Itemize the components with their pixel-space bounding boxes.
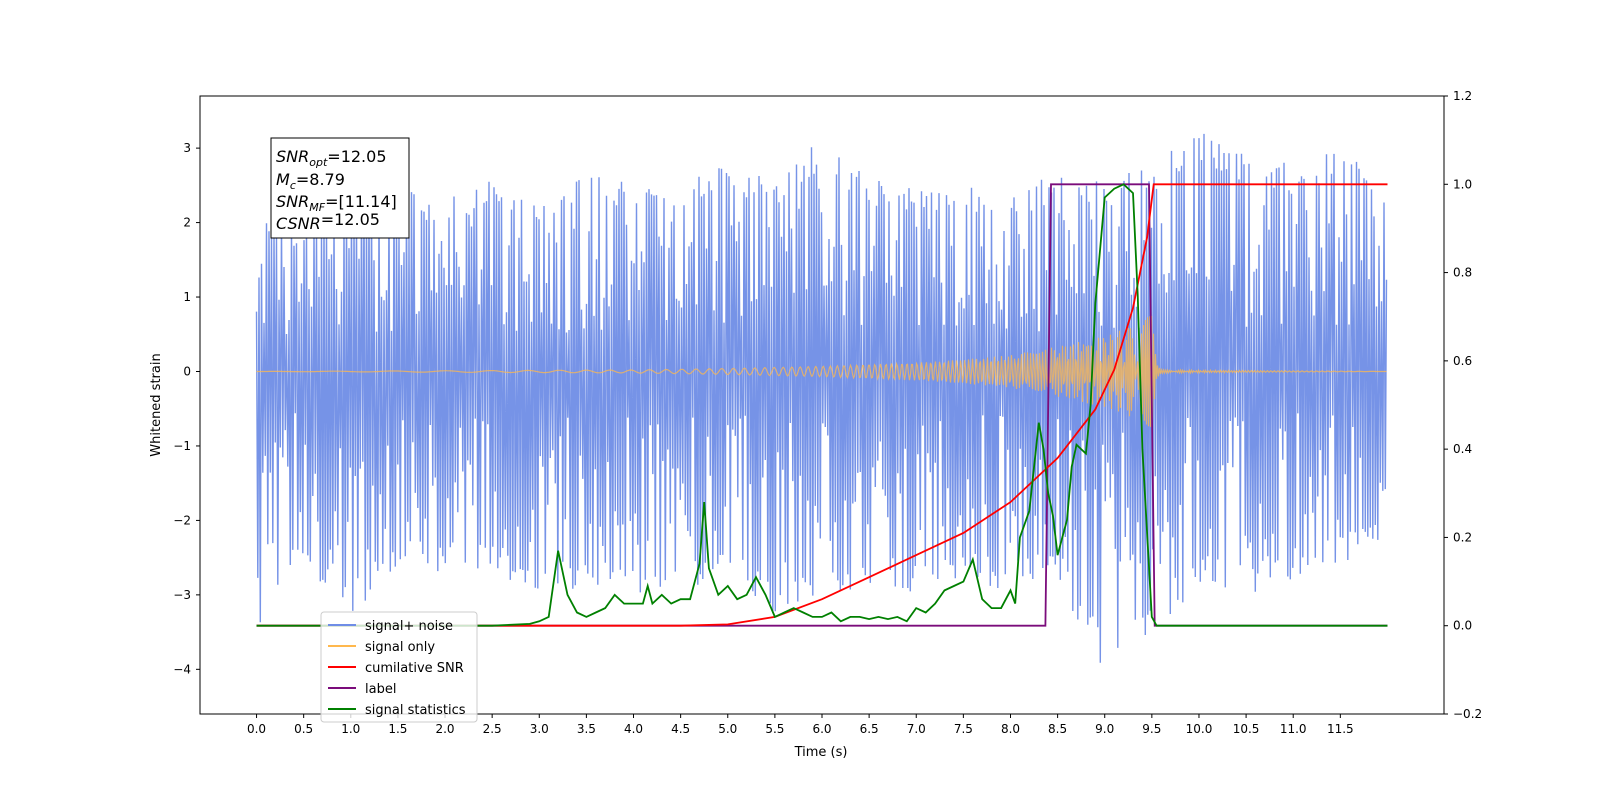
legend-label: signal statistics	[365, 703, 466, 718]
x-tick-label: 9.5	[1142, 722, 1161, 736]
annotation-line-snr-mf: SNRMF=[11.14]	[276, 192, 397, 214]
annotation-box: SNRopt=12.05 Mc=8.79 SNRMF=[11.14] CSNR=…	[270, 137, 410, 239]
x-tick-label: 2.0	[435, 722, 454, 736]
x-tick-label: 10.0	[1186, 722, 1213, 736]
series-signal-only	[256, 315, 1387, 427]
y-right-tick-label: 1.2	[1453, 89, 1472, 103]
y-left-tick-label: −1	[173, 439, 191, 453]
y-right-tick-label: 0.2	[1453, 530, 1472, 544]
x-tick-label: 0.0	[247, 722, 266, 736]
y-left-tick-label: −3	[173, 588, 191, 602]
y-left-tick-label: 0	[183, 364, 191, 378]
legend-item-signal-noise: signal+ noise	[328, 619, 453, 634]
y-left-tick-label: −4	[173, 662, 191, 676]
legend-item-signal-statistics: signal statistics	[328, 703, 466, 718]
x-tick-label: 5.5	[765, 722, 784, 736]
x-tick-label: 3.5	[577, 722, 596, 736]
annotation-line-mc: Mc=8.79	[276, 170, 345, 192]
x-tick-label: 7.5	[954, 722, 973, 736]
x-tick-label: 9.0	[1095, 722, 1114, 736]
x-tick-label: 3.0	[530, 722, 549, 736]
x-tick-label: 0.5	[294, 722, 313, 736]
x-tick-label: 8.5	[1048, 722, 1067, 736]
x-tick-label: 6.5	[860, 722, 879, 736]
series-signal-statistics	[256, 183, 1388, 627]
x-tick-label: 4.5	[671, 722, 690, 736]
x-tick-label: 2.5	[483, 722, 502, 736]
y-right-tick-label: 0.0	[1453, 619, 1472, 633]
axis-ticks: 0.0 0.5 1.0 1.5 2.0 2.5 3.0 3.5 4.0 4.5 5.0 5.5 6.0 6…	[173, 89, 1482, 736]
x-tick-label: 4.0	[624, 722, 643, 736]
series-signal-noise	[255, 133, 1388, 663]
series-cumulative-snr	[256, 183, 1388, 627]
y-left-tick-label: 2	[183, 216, 191, 230]
y-right-tick-label: 0.8	[1453, 266, 1472, 280]
x-tick-label: 10.5	[1233, 722, 1260, 736]
legend-label: cumilative SNR	[365, 661, 464, 676]
x-tick-label: 1.5	[388, 722, 407, 736]
y-right-tick-label: 0.6	[1453, 354, 1472, 368]
legend-label: signal+ noise	[365, 619, 453, 634]
y-left-tick-label: 3	[183, 141, 191, 155]
legend-frame	[320, 611, 478, 723]
y-right-tick-label: −0.2	[1453, 707, 1482, 721]
y-right-tick-label: 0.4	[1453, 442, 1472, 456]
legend-item-cumulative-snr: cumilative SNR	[328, 661, 464, 676]
x-tick-label: 6.0	[812, 722, 831, 736]
legend-label: label	[365, 682, 396, 697]
annotation-line-csnr: CSNR=12.05	[276, 210, 380, 233]
y-axis-label: Whitened strain	[149, 353, 164, 456]
plot-area	[255, 133, 1388, 663]
annotation-frame	[270, 137, 410, 239]
legend: signal+ noise signal only cumilative SNR…	[320, 611, 478, 723]
x-tick-label: 7.0	[907, 722, 926, 736]
x-axis-label: Time (s)	[794, 745, 848, 760]
x-tick-label: 11.5	[1327, 722, 1354, 736]
annotation-line-snr-opt: SNRopt=12.05	[276, 147, 387, 169]
legend-label: signal only	[365, 640, 435, 655]
y-left-tick-label: 1	[183, 290, 191, 304]
x-tick-label: 11.0	[1280, 722, 1307, 736]
y-left-tick-label: −2	[173, 513, 191, 527]
x-tick-label: 8.0	[1001, 722, 1020, 736]
x-tick-label: 1.0	[341, 722, 360, 736]
x-tick-label: 5.0	[718, 722, 737, 736]
legend-item-signal-only: signal only	[328, 640, 435, 655]
legend-item-label: label	[328, 682, 396, 697]
y-right-tick-label: 1.0	[1453, 177, 1472, 191]
